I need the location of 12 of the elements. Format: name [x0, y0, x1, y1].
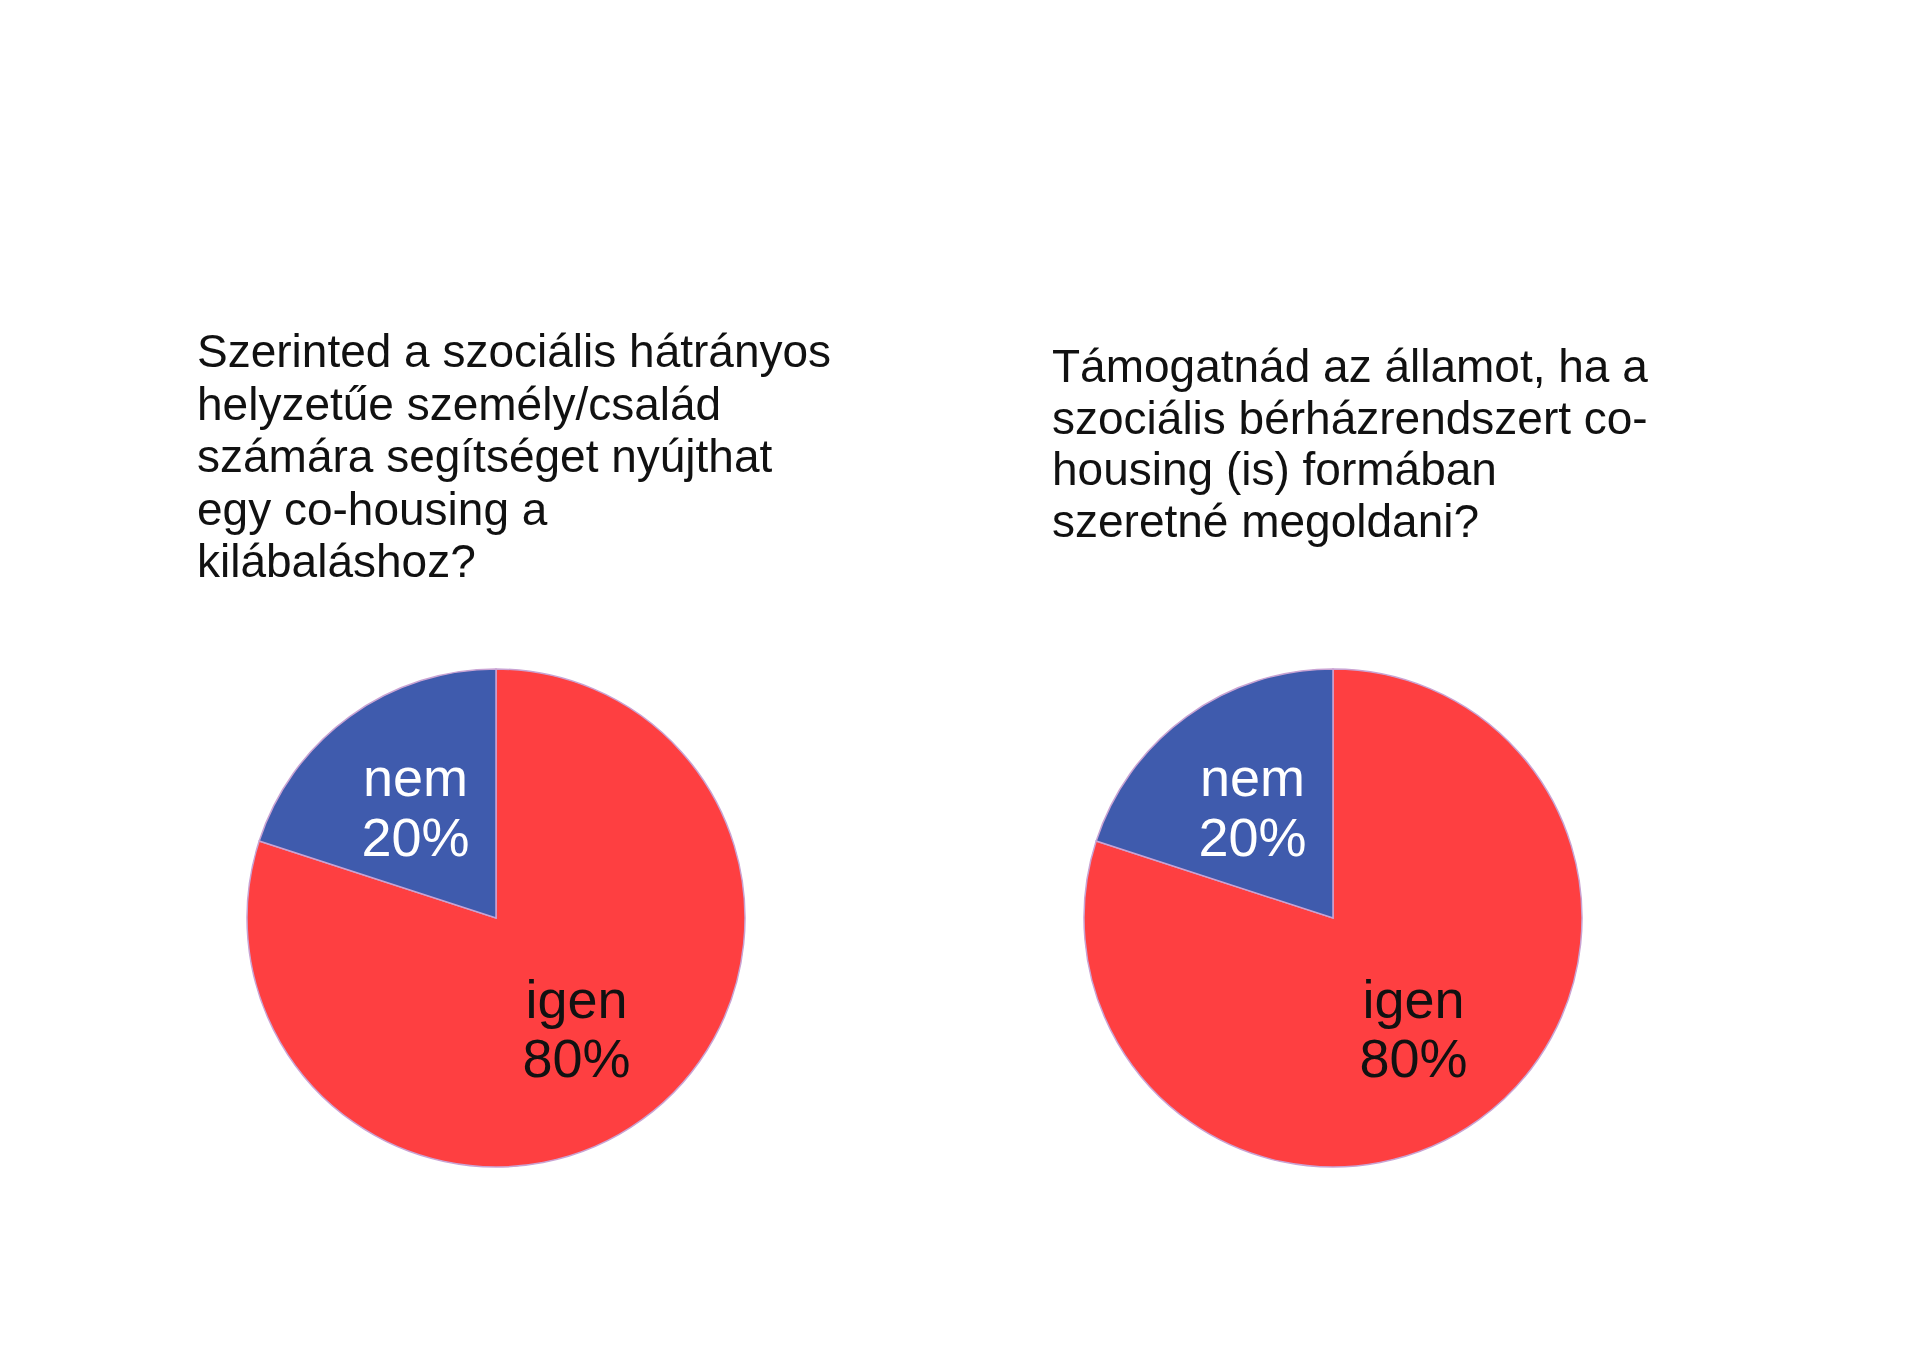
slice-label: igen — [1362, 968, 1465, 1029]
data-label: 80% — [1359, 1028, 1468, 1089]
pie-slice — [246, 668, 746, 1168]
slice-label: igen — [525, 968, 628, 1029]
chart-title: Szerinted a szociális hátrányos helyzetűe személy/család számára segítséget nyújthat egy co-housing a kilábaláshoz? — [197, 325, 832, 587]
chart-title: Támogatnád az államot, ha a szociális bérházrendszert co-housing (is) formában szeretné megoldani? — [1052, 340, 1649, 547]
data-label: 80% — [522, 1028, 631, 1089]
data-label: 20% — [1198, 806, 1307, 867]
slice-label: nem — [362, 747, 469, 808]
slice-label: nem — [1199, 747, 1306, 808]
data-label: 20% — [361, 806, 470, 867]
pie-slice — [1083, 668, 1583, 1168]
